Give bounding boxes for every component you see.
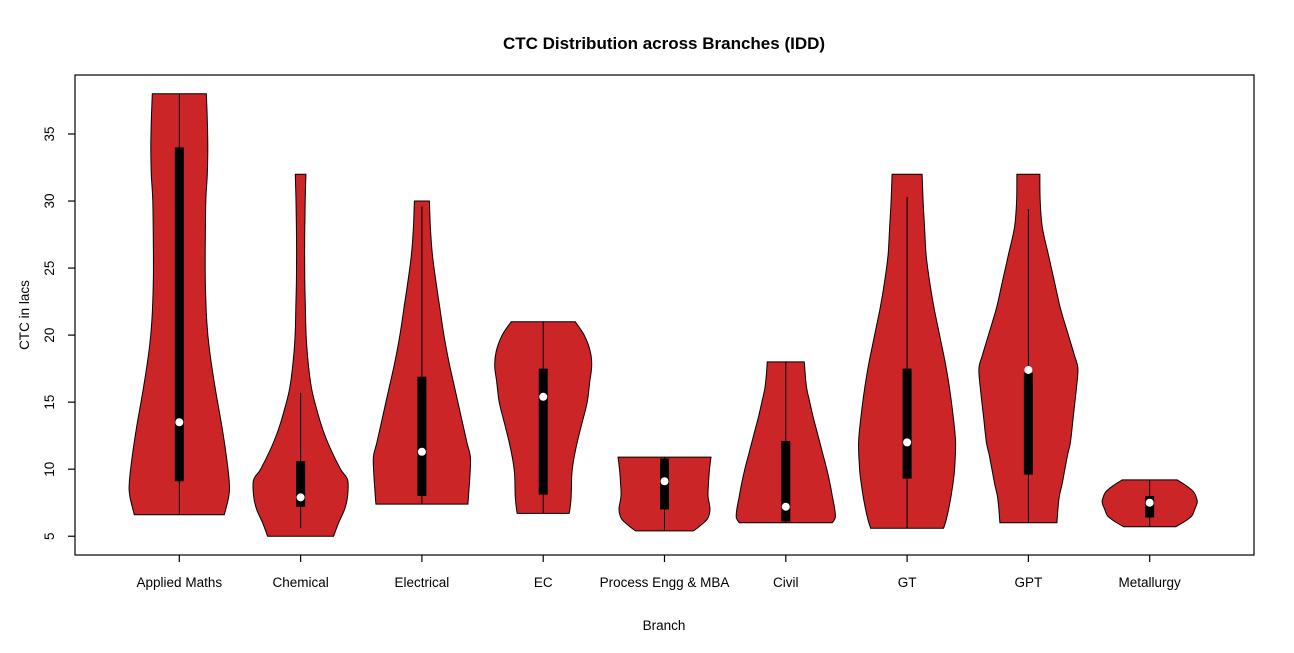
x-tick-label-ec: EC [534, 575, 553, 590]
violin-chemical [252, 173, 349, 537]
y-tick-label: 20 [42, 328, 57, 343]
median-dot [417, 447, 426, 456]
y-tick-label: 5 [42, 532, 57, 540]
iqr-box [1023, 372, 1033, 475]
median-dot [296, 493, 305, 502]
median-dot [903, 438, 912, 447]
iqr-box [1145, 496, 1155, 518]
x-axis-title: Branch [643, 618, 686, 633]
y-tick-label: 35 [42, 126, 57, 141]
violin-metallurgy [1101, 479, 1198, 528]
x-tick-label-gpt: GPT [1015, 575, 1043, 590]
chart-title: CTC Distribution across Branches (IDD) [503, 34, 825, 53]
violin-process-engg-mba [617, 456, 712, 532]
x-tick-label-chemical: Chemical [272, 575, 328, 590]
y-axis-ticks: 5 10 15 20 25 30 35 [42, 126, 75, 540]
median-dot [660, 477, 669, 486]
violin-civil [735, 361, 836, 524]
x-tick-label-metallurgy: Metallurgy [1119, 575, 1182, 590]
y-tick-label: 15 [42, 395, 57, 410]
x-tick-label-gt: GT [898, 575, 917, 590]
y-axis-title: CTC in lacs [17, 280, 32, 350]
iqr-box [781, 441, 791, 522]
violin-electrical [372, 200, 472, 505]
iqr-box [174, 147, 184, 482]
median-dot [781, 502, 790, 511]
violin-body [252, 173, 349, 537]
x-tick-label-process-engg-mba: Process Engg & MBA [600, 575, 730, 590]
violins-group [128, 93, 1198, 537]
iqr-box [902, 368, 912, 479]
median-dot [539, 392, 548, 401]
median-dot [175, 418, 184, 427]
violin-ec [494, 321, 593, 514]
violin-applied-maths [128, 93, 231, 516]
x-axis-ticks: Applied Maths Chemical Electrical EC Process… [137, 555, 1182, 590]
y-tick-label: 10 [42, 462, 57, 477]
median-dot [1024, 365, 1033, 374]
x-tick-label-civil: Civil [773, 575, 799, 590]
iqr-box [296, 461, 306, 507]
violin-gpt [978, 173, 1079, 524]
iqr-box [417, 376, 427, 497]
x-tick-label-electrical: Electrical [395, 575, 450, 590]
median-dot [1145, 498, 1154, 507]
y-tick-label: 25 [42, 261, 57, 276]
x-tick-label-applied-maths: Applied Maths [137, 575, 223, 590]
violin-gt [858, 173, 957, 529]
y-tick-label: 30 [42, 194, 57, 209]
iqr-box [538, 368, 548, 495]
